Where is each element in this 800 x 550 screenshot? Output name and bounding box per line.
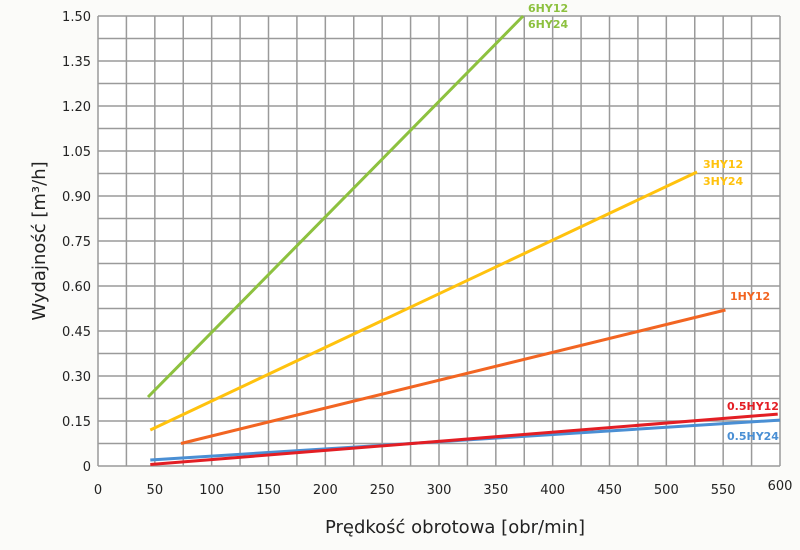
x-tick-label: 400 — [540, 483, 565, 498]
y-axis-ticks: 0 0.15 0.30 0.45 0.60 0.75 0.90 1.05 1.20 1.35 1.5… — [62, 10, 91, 475]
series-label: 0.5HY24 — [727, 430, 779, 443]
x-tick-label: 0 — [94, 483, 102, 498]
y-tick-label: 0.45 — [62, 325, 91, 340]
x-tick-label: 100 — [199, 483, 224, 498]
x-tick-label: 550 — [711, 483, 736, 498]
x-tick-label: 250 — [370, 483, 395, 498]
series-labels: 6HY12 6HY24 3HY12 3HY24 1HY12 0.5HY12 0.5HY24 — [528, 2, 779, 443]
x-tick-label: 500 — [654, 483, 679, 498]
x-tick-label: 600 — [768, 479, 793, 494]
y-tick-label: 1.20 — [62, 100, 91, 115]
x-tick-label: 450 — [597, 483, 622, 498]
x-tick-label: 150 — [256, 483, 281, 498]
x-axis-ticks: 0 50 100 150 200 250 300 350 400 450 500 550 600 — [94, 479, 793, 498]
y-tick-label: 0.75 — [62, 235, 91, 250]
series-line — [180, 308, 726, 445]
y-tick-label: 0.90 — [62, 190, 91, 205]
x-axis-title: Prędkość obrotowa [obr/min] — [325, 517, 585, 538]
y-tick-label: 0.30 — [62, 370, 91, 385]
x-tick-label: 200 — [313, 483, 338, 498]
series-label: 1HY12 — [730, 290, 770, 303]
series-label: 3HY24 — [703, 175, 743, 188]
y-tick-label: 0.15 — [62, 415, 91, 430]
series-label: 3HY12 — [703, 158, 743, 171]
grid — [97, 15, 781, 467]
series-lines — [146, 14, 781, 466]
series-line — [150, 412, 778, 466]
y-tick-label: 0.60 — [62, 280, 91, 295]
y-tick-label: 1.05 — [62, 145, 91, 160]
y-tick-label: 0 — [83, 460, 91, 475]
y-tick-label: 1.50 — [62, 10, 91, 25]
series-label: 6HY12 — [528, 2, 568, 15]
series-label: 0.5HY12 — [727, 400, 779, 413]
series-line — [149, 170, 698, 432]
y-axis-title: Wydajność [m³/h] — [29, 161, 50, 320]
x-tick-label: 350 — [483, 483, 508, 498]
x-tick-label: 300 — [427, 483, 452, 498]
series-label: 6HY24 — [528, 18, 568, 31]
x-tick-label: 50 — [147, 483, 164, 498]
y-tick-label: 1.35 — [62, 55, 91, 70]
series-line — [146, 14, 525, 399]
